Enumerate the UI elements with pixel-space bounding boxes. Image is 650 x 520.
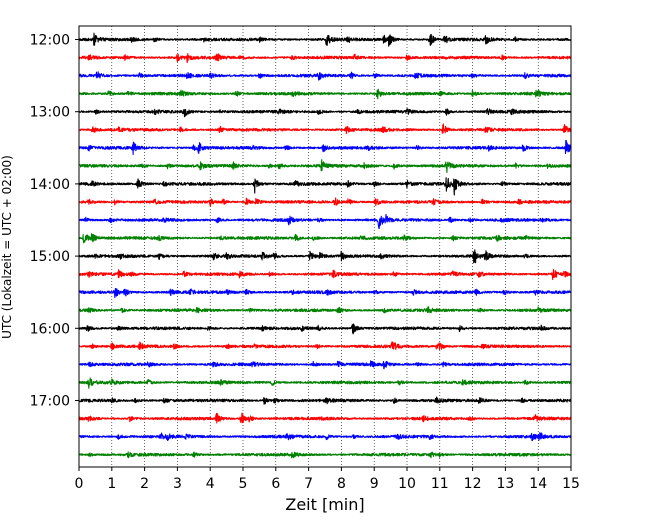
seismic-trace-1630 (78, 360, 572, 370)
x-tick-label: 12 (464, 476, 482, 492)
seismic-trace-1600 (78, 323, 572, 335)
seismic-trace-1200 (78, 32, 572, 47)
seismic-trace-1745 (78, 451, 572, 459)
seismic-trace-1445 (78, 233, 572, 244)
y-axis-ticks: 12:00 13:00 14:00 15:00 16:00 17:00 (30, 33, 79, 410)
x-tick-label: 3 (173, 476, 182, 492)
x-axis-ticks: 0 1 2 3 4 5 6 7 8 9 10 11 12 13 14 15 (75, 467, 580, 492)
x-tick-label: 4 (206, 476, 215, 492)
seismic-trace-1545 (78, 306, 572, 314)
seismic-trace-1500 (78, 249, 572, 264)
seismic-trace-1315 (78, 123, 572, 135)
seismic-trace-1715 (78, 412, 572, 424)
seismic-trace-1430 (78, 213, 572, 230)
seismic-trace-1330 (78, 139, 572, 156)
x-tick-label: 2 (140, 476, 149, 492)
seismic-trace-1300 (78, 108, 572, 118)
seismic-trace-1530 (78, 288, 572, 299)
x-tick-label: 9 (370, 476, 379, 492)
y-tick-label: 17:00 (30, 394, 70, 410)
x-tick-label: 6 (271, 476, 280, 492)
x-axis-label: Zeit [min] (285, 495, 364, 514)
x-tick-label: 15 (562, 476, 580, 492)
x-tick-label: 14 (529, 476, 547, 492)
y-tick-label: 12:00 (30, 33, 70, 49)
x-tick-label: 11 (431, 476, 449, 492)
seismic-trace-1215 (78, 53, 572, 64)
x-tick-label: 10 (398, 476, 416, 492)
seismic-trace-1515 (78, 268, 572, 280)
seismic-trace-1700 (78, 396, 572, 405)
y-tick-label: 15:00 (30, 249, 70, 265)
plot-frame (78, 25, 572, 468)
y-tick-label: 13:00 (30, 105, 70, 121)
y-tick-label: 14:00 (30, 177, 70, 193)
seismic-trace-1615 (78, 341, 572, 351)
seismic-trace-1645 (78, 377, 572, 389)
x-tick-label: 5 (239, 476, 248, 492)
seismic-trace-1245 (78, 88, 572, 100)
seismic-trace-1400 (78, 177, 572, 196)
seismic-traces (78, 32, 572, 459)
seismic-trace-1415 (78, 197, 572, 207)
y-tick-label: 16:00 (30, 321, 70, 337)
x-tick-label: 1 (107, 476, 116, 492)
x-tick-label: 8 (337, 476, 346, 492)
x-tick-label: 0 (75, 476, 84, 492)
seismic-trace-1730 (78, 432, 572, 442)
seismic-trace-1345 (78, 159, 572, 174)
x-tick-label: 13 (496, 476, 514, 492)
y-axis-label: UTC (Lokalzeit = UTC + 02:00) (0, 155, 14, 339)
seismic-trace-1230 (78, 71, 572, 81)
x-tick-label: 7 (304, 476, 313, 492)
